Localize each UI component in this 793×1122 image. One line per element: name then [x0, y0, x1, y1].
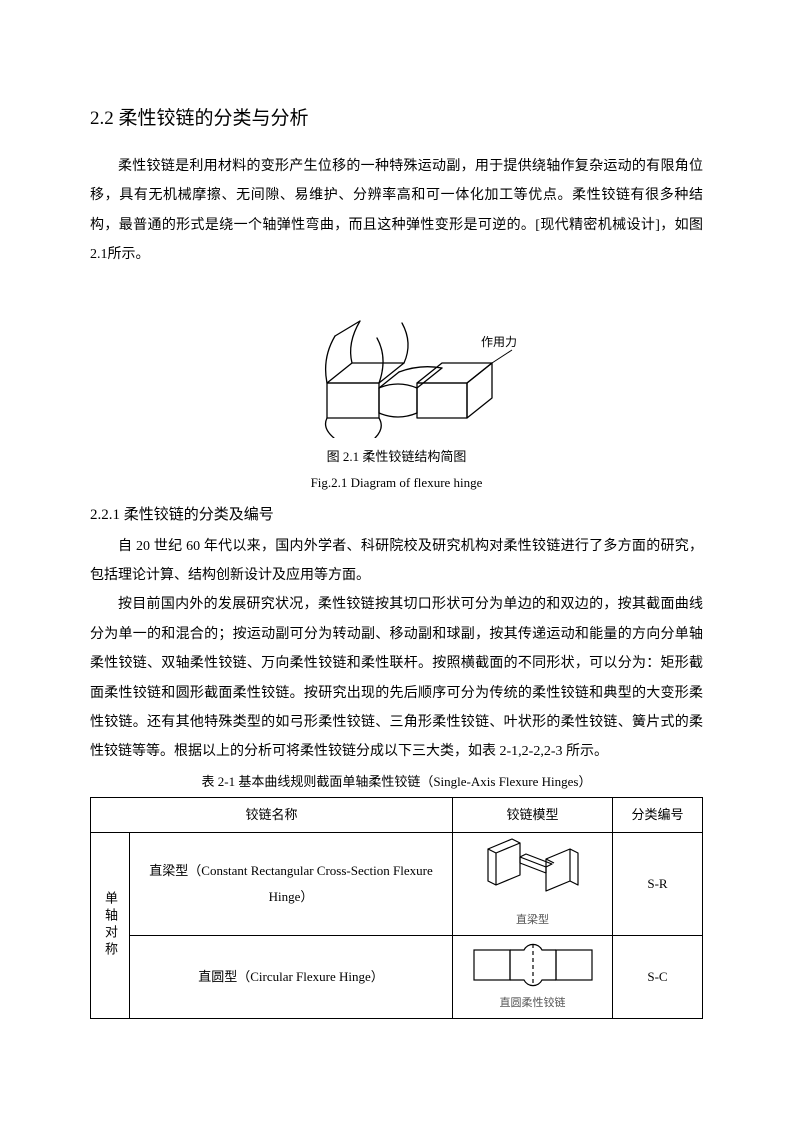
figure-caption-cn: 图 2.1 柔性铰链结构简图 — [90, 444, 703, 470]
figure-caption-en: Fig.2.1 Diagram of flexure hinge — [90, 470, 703, 496]
subsection-number: 2.2.1 — [90, 507, 120, 523]
table-header-model: 铰链模型 — [453, 797, 613, 832]
hinge-code: S-R — [613, 832, 703, 935]
body-paragraph-1: 自 20 世纪 60 年代以来，国内外学者、科研院校及研究机构对柔性铰链进行了多… — [90, 532, 703, 591]
figure-2-1: 作用力 图 2.1 柔性铰链结构简图 Fig.2.1 Diagram of fl… — [90, 288, 703, 496]
section-number: 2.2 — [90, 108, 114, 129]
section-title: 柔性铰链的分类与分析 — [119, 108, 309, 129]
intro-paragraph: 柔性铰链是利用材料的变形产生位移的一种特殊运动副，用于提供绕轴作复杂运动的有限角… — [90, 152, 703, 270]
body-paragraph-2: 按目前国内外的发展研究状况，柔性铰链按其切口形状可分为单边的和双边的，按其截面曲… — [90, 590, 703, 766]
table-header-code: 分类编号 — [613, 797, 703, 832]
hinge-name-en: （Circular Flexure Hinge） — [237, 969, 384, 984]
subsection-title: 柔性铰链的分类及编号 — [124, 507, 274, 523]
table-row: 单轴对称 直梁型（Constant Rectangular Cross-Sect… — [91, 832, 703, 935]
table-group-label: 单轴对称 — [91, 832, 130, 1018]
section-heading: 2.2 柔性铰链的分类与分析 — [90, 100, 703, 138]
model-sub-label: 直梁型 — [459, 909, 606, 931]
hinge-model-cell: 直圆柔性铰链 — [453, 935, 613, 1018]
table-header-name: 铰链名称 — [91, 797, 453, 832]
hinge-model-cell: 直梁型 — [453, 832, 613, 935]
flexure-hinge-diagram: 作用力 — [267, 288, 527, 438]
hinge-name-cell: 直圆型（Circular Flexure Hinge） — [130, 935, 453, 1018]
table-header-row: 铰链名称 铰链模型 分类编号 — [91, 797, 703, 832]
circular-hinge-icon — [468, 940, 598, 990]
hinge-name-en: （Constant Rectangular Cross-Section Flex… — [188, 863, 432, 904]
figure-force-label: 作用力 — [481, 335, 517, 349]
hinge-name-cn: 直梁型 — [149, 863, 188, 878]
subsection-heading: 2.2.1 柔性铰链的分类及编号 — [90, 500, 703, 530]
hinge-name-cell: 直梁型（Constant Rectangular Cross-Section F… — [130, 832, 453, 935]
table-caption: 表 2-1 基本曲线规则截面单轴柔性铰链（Single-Axis Flexure… — [90, 769, 703, 795]
flexure-hinge-table: 铰链名称 铰链模型 分类编号 单轴对称 直梁型（Constant Rectang… — [90, 797, 703, 1019]
hinge-name-cn: 直圆型 — [198, 969, 237, 984]
model-sub-label: 直圆柔性铰链 — [459, 992, 606, 1014]
beam-hinge-icon — [478, 837, 588, 907]
hinge-code: S-C — [613, 935, 703, 1018]
table-row: 直圆型（Circular Flexure Hinge） — [91, 935, 703, 1018]
